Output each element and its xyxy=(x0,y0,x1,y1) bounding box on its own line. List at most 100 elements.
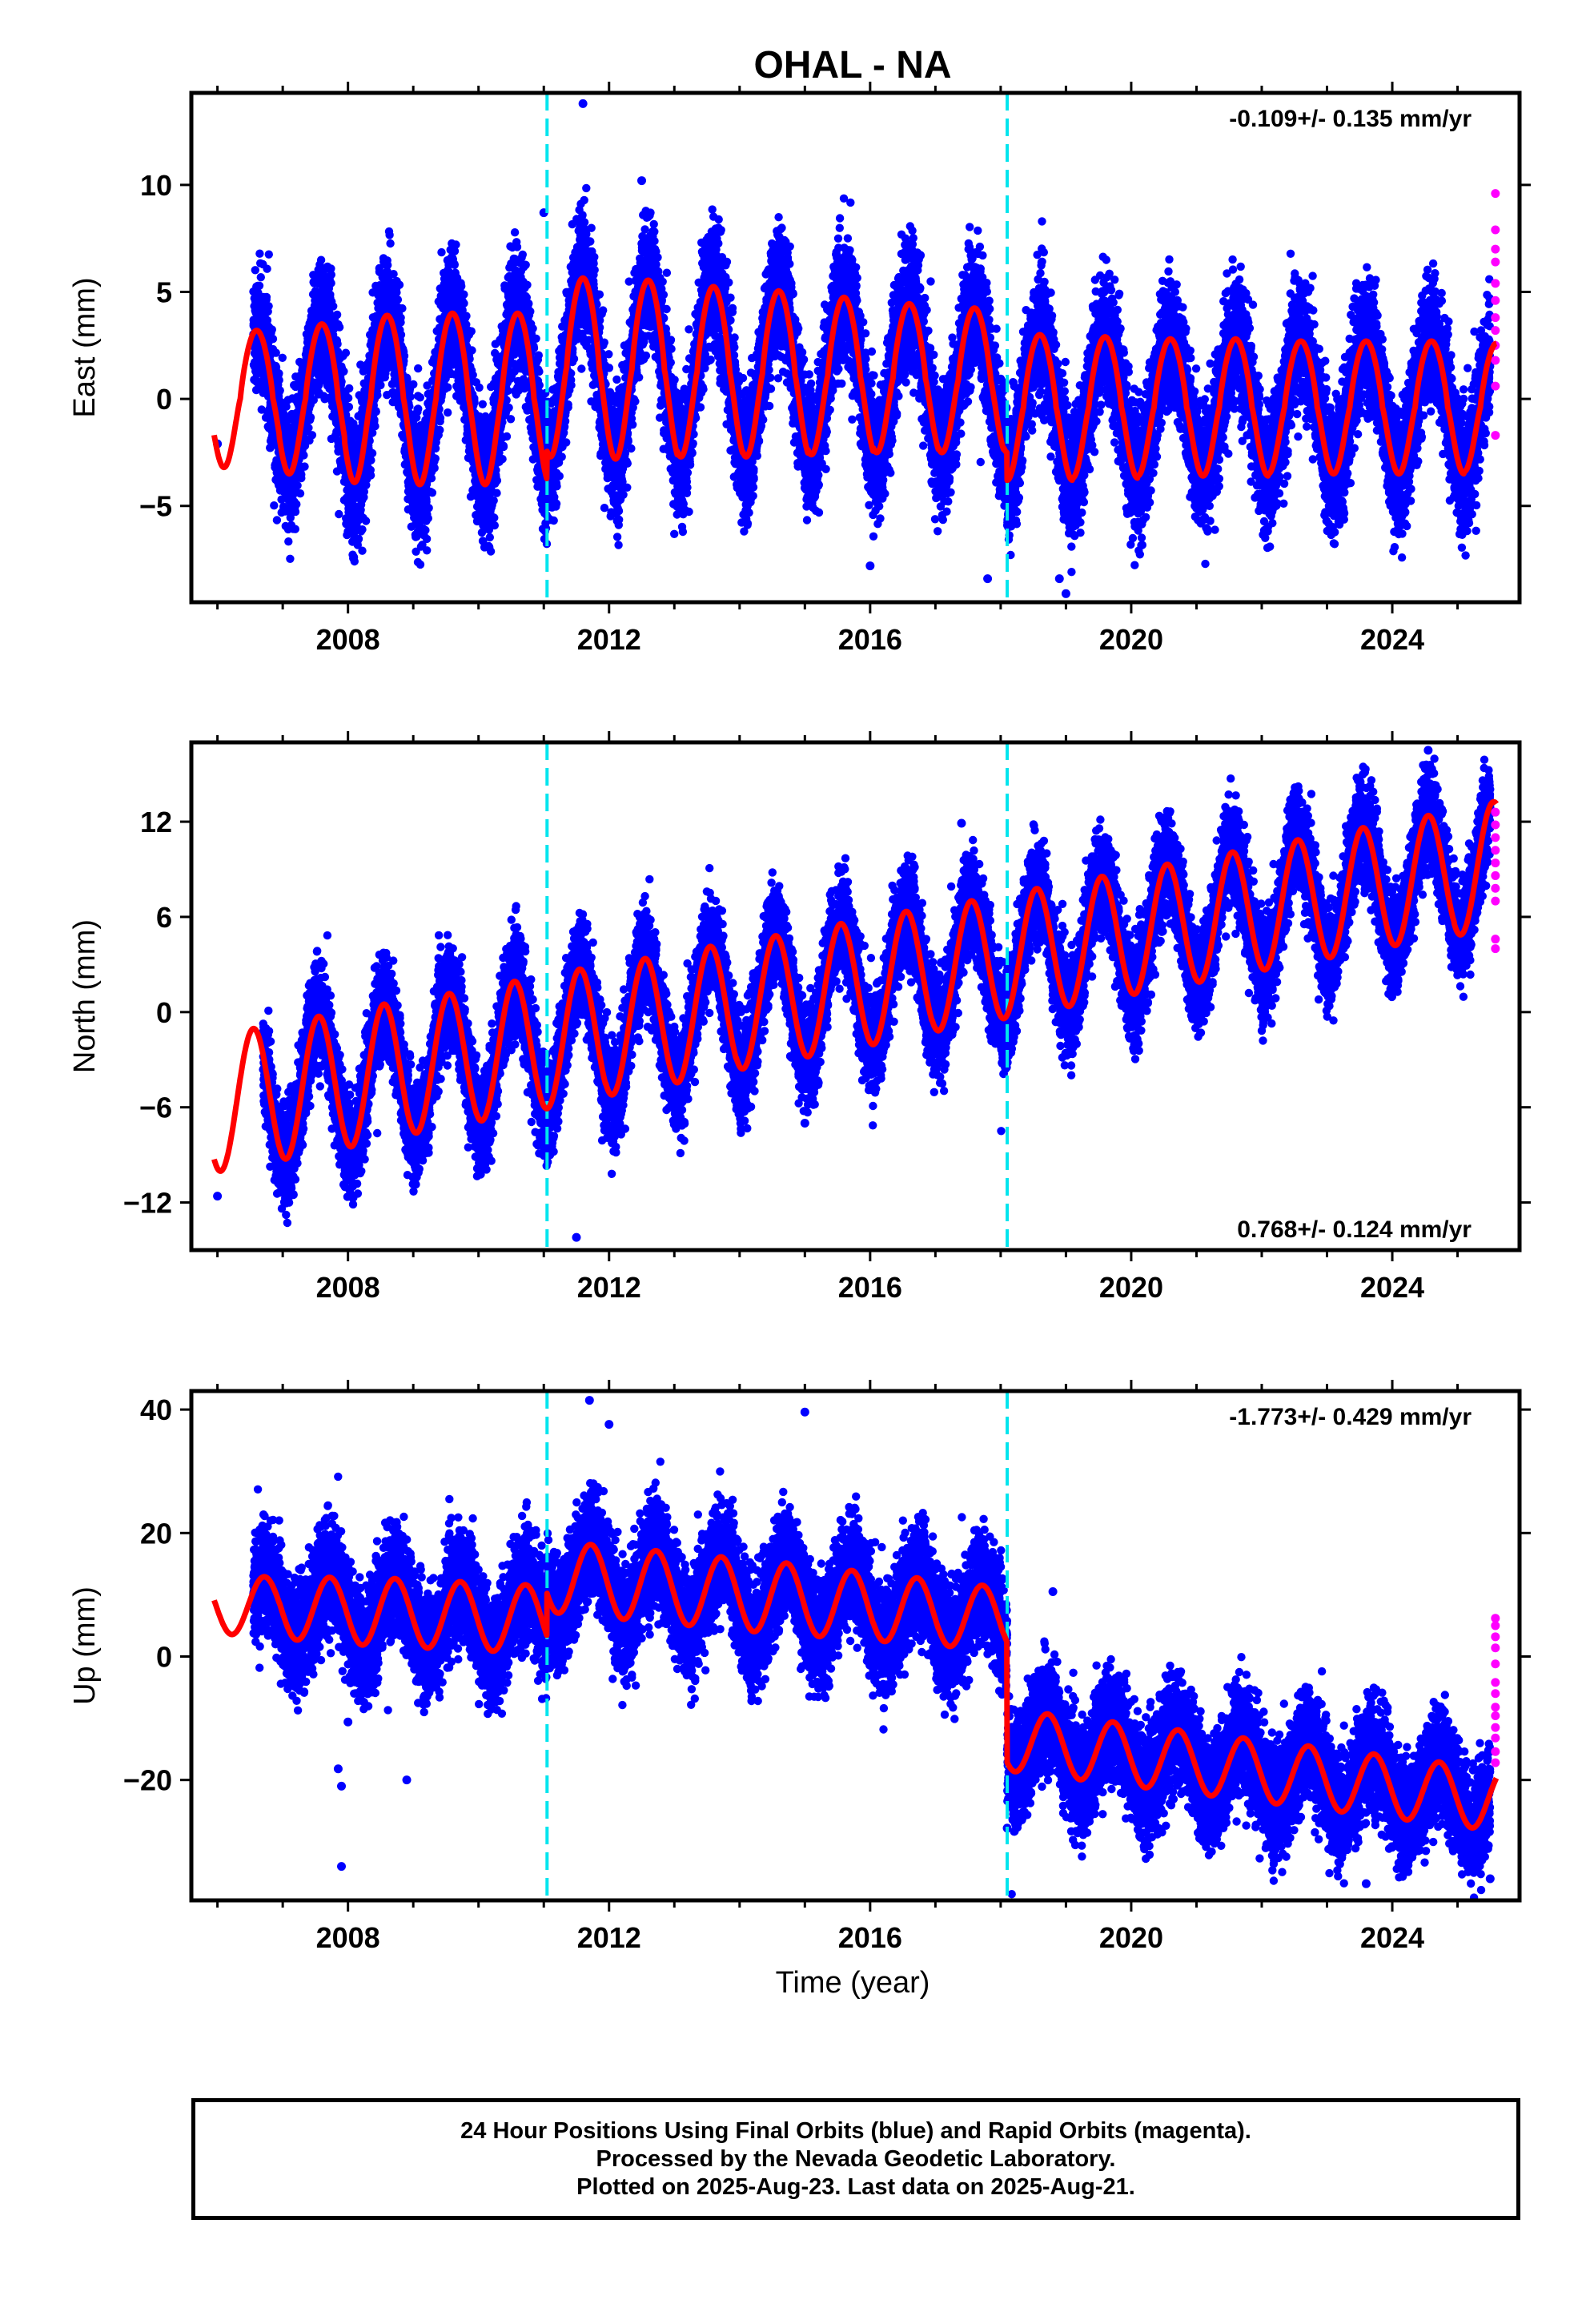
final-orbit-point xyxy=(500,443,508,451)
final-orbit-point xyxy=(358,525,366,533)
final-orbit-point xyxy=(255,282,263,290)
final-orbit-point xyxy=(335,510,343,518)
final-orbit-point xyxy=(300,462,308,470)
final-orbit-point xyxy=(424,504,432,512)
final-orbit-point xyxy=(362,517,370,525)
final-orbit-point xyxy=(535,352,543,360)
final-orbit-point xyxy=(286,555,294,563)
final-orbit-point xyxy=(452,240,460,248)
final-orbit-point xyxy=(383,261,391,269)
final-orbit-point xyxy=(255,250,263,258)
final-orbit-point xyxy=(355,535,363,543)
final-orbit-point xyxy=(329,302,337,310)
final-orbit-point xyxy=(428,489,436,497)
final-orbit-point xyxy=(371,422,379,430)
final-orbit-point xyxy=(528,324,536,332)
final-orbit-point xyxy=(308,431,316,439)
final-orbit-point xyxy=(396,281,404,289)
final-orbit-point xyxy=(257,273,265,281)
final-orbit-point xyxy=(327,271,335,279)
final-orbit-point xyxy=(269,335,277,343)
final-orbit-point xyxy=(468,346,476,354)
chart-title: OHAL - NA xyxy=(753,44,951,86)
final-orbit-point xyxy=(358,547,366,555)
final-orbit-point xyxy=(263,265,271,273)
final-orbit-point xyxy=(394,296,402,304)
final-orbit-point xyxy=(503,432,511,440)
final-orbit-point xyxy=(396,314,404,322)
final-orbit-point xyxy=(333,311,341,319)
final-orbit-point xyxy=(373,391,381,399)
final-orbit-point xyxy=(519,251,527,259)
final-orbit-point xyxy=(276,386,284,394)
final-orbit-point xyxy=(498,455,506,463)
final-orbit-point xyxy=(436,414,444,422)
final-orbit-point xyxy=(291,508,299,516)
final-orbit-point xyxy=(296,489,304,497)
final-orbit-point xyxy=(251,266,259,274)
final-orbit-point xyxy=(414,364,422,372)
final-orbit-point xyxy=(479,400,487,408)
final-orbit-point xyxy=(416,561,424,569)
final-orbit-point xyxy=(513,243,521,251)
final-orbit-point xyxy=(414,404,422,412)
final-orbit-point xyxy=(423,546,431,554)
final-orbit-point xyxy=(532,335,540,343)
final-orbit-point xyxy=(431,464,439,472)
final-orbit-point xyxy=(342,349,350,357)
final-orbit-point xyxy=(424,514,432,522)
final-orbit-point xyxy=(273,516,281,524)
final-orbit-point xyxy=(526,308,534,316)
final-orbit-point xyxy=(389,270,397,278)
final-orbit-point xyxy=(523,281,531,289)
final-orbit-point xyxy=(275,376,283,384)
final-orbit-point xyxy=(436,426,444,434)
final-orbit-point xyxy=(344,394,352,402)
final-orbit-point xyxy=(372,408,380,416)
final-orbit-point xyxy=(504,404,512,412)
final-orbit-point xyxy=(265,251,273,259)
final-orbit-point xyxy=(268,325,276,333)
final-orbit-point xyxy=(457,282,465,290)
final-orbit-point xyxy=(385,231,393,239)
final-orbit-point xyxy=(263,316,271,324)
final-orbit-point xyxy=(492,489,500,497)
final-orbit-point xyxy=(293,481,301,489)
final-orbit-point xyxy=(468,328,476,336)
final-orbit-points xyxy=(213,99,1494,598)
final-orbit-point xyxy=(460,300,468,308)
final-orbit-point xyxy=(333,340,341,348)
final-orbit-point xyxy=(367,456,375,464)
final-orbit-point xyxy=(522,261,530,269)
final-orbit-point xyxy=(524,300,532,308)
final-orbit-point xyxy=(351,557,359,565)
final-orbit-point xyxy=(284,537,292,545)
final-orbit-point xyxy=(367,471,375,479)
final-orbit-point xyxy=(511,228,519,236)
final-orbit-point xyxy=(493,476,501,485)
final-orbit-point xyxy=(345,384,353,392)
final-orbit-point xyxy=(423,535,431,543)
final-orbit-point xyxy=(451,261,459,269)
final-orbit-point xyxy=(460,291,468,299)
final-orbit-point xyxy=(264,302,272,310)
final-orbit-point xyxy=(490,497,498,505)
final-orbit-point xyxy=(327,279,335,287)
final-orbit-point xyxy=(409,380,417,388)
final-orbit-point xyxy=(432,454,440,462)
final-orbit-point xyxy=(487,547,495,555)
final-orbit-point xyxy=(462,312,470,320)
final-orbit-point xyxy=(345,403,353,411)
final-orbit-point xyxy=(339,368,347,376)
final-orbit-point xyxy=(416,393,424,401)
final-orbit-point xyxy=(307,413,315,421)
final-orbit-point xyxy=(421,526,429,534)
final-orbit-point xyxy=(475,384,483,392)
final-orbit-point xyxy=(335,323,343,331)
final-orbit-point xyxy=(486,533,494,541)
final-orbit-point xyxy=(386,239,394,247)
plot-area-east xyxy=(213,93,1500,602)
final-orbit-point xyxy=(368,449,376,457)
